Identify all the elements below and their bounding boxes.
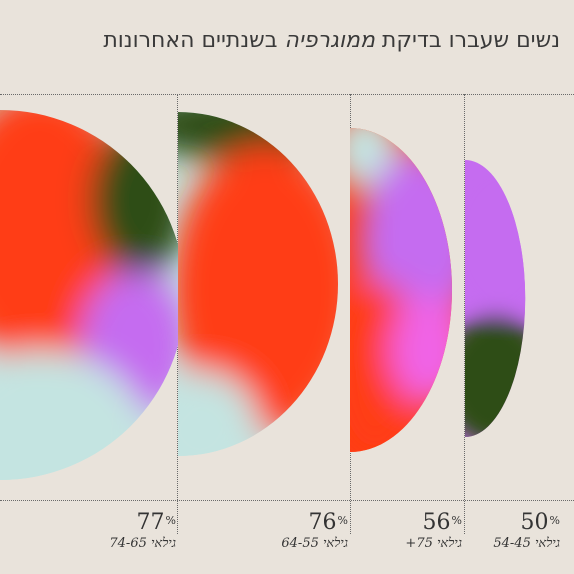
label-group-1: 77% גילאי 74-65 (16, 510, 176, 552)
value-3: 56 (422, 510, 451, 535)
title-part1: נשים שעברו בדיקת (381, 28, 560, 53)
unit-2: % (337, 514, 348, 527)
age-label-4: גילאי 54-45 (493, 536, 560, 551)
value-2: 76 (308, 510, 337, 535)
pie-4-segment-2 (465, 315, 526, 437)
value-label-1: 77% (16, 510, 176, 536)
value-4: 50 (520, 510, 549, 535)
label-group-2: 76% גילאי 64-55 (188, 510, 348, 552)
unit-4: % (549, 514, 560, 527)
title-part3: בשנתיים האחרונות (103, 28, 278, 53)
value-1: 77 (136, 510, 165, 535)
unit-1: % (165, 514, 176, 527)
unit-3: % (451, 514, 462, 527)
pie-4-blobs (465, 160, 526, 437)
pie-1-segment-1 (0, 110, 135, 370)
pie-1-segment-2 (90, 125, 185, 275)
pie-2-segment-1 (178, 112, 338, 160)
gridline-v-3 (464, 94, 465, 534)
value-label-3: 56% (352, 510, 462, 536)
gridline-bottom (0, 500, 574, 501)
label-group-3: 56% גילאי 75+ (352, 510, 462, 552)
title-part2: ממוגרפיה (284, 28, 375, 53)
pie-1-blobs (0, 110, 185, 480)
value-label-2: 76% (188, 510, 348, 536)
pie-3-segment-4 (390, 295, 452, 405)
gridline-top (0, 94, 574, 95)
chart-title: נשים שעברו בדיקת ממוגרפיה בשנתיים האחרונ… (103, 28, 560, 53)
label-group-4: 50% גילאי 54-45 (460, 510, 560, 552)
value-label-4: 50% (460, 510, 560, 536)
age-label-3: גילאי 75+ (405, 536, 462, 551)
pie-1-segment-4 (0, 350, 150, 480)
age-label-2: גילאי 64-55 (281, 536, 348, 551)
pie-3-blobs (350, 128, 452, 452)
pie-2-segment-3 (178, 370, 260, 456)
pie-4-segment-1 (465, 160, 526, 320)
age-label-1: גילאי 74-65 (109, 536, 176, 551)
pie-2-segment-2 (178, 145, 338, 435)
